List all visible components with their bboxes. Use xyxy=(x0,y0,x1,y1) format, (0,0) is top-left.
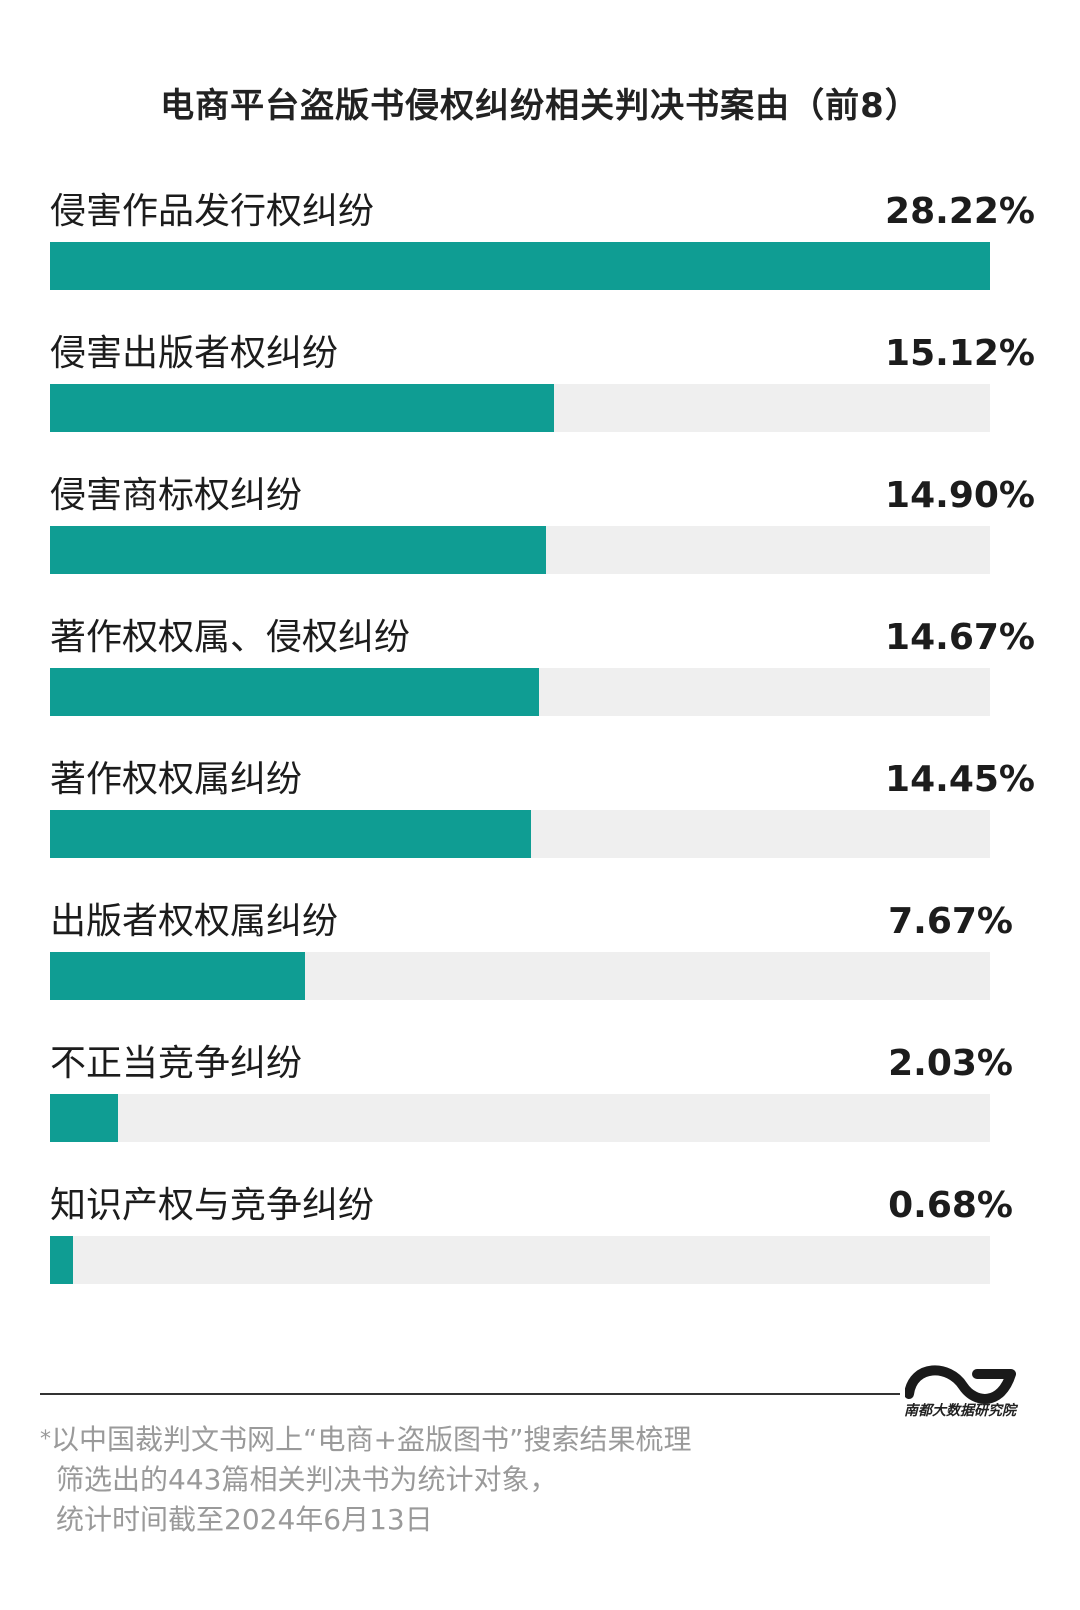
bar-track xyxy=(50,668,990,716)
bar-value-label: 28.22% xyxy=(885,191,1035,232)
bar-value-label: 2.03% xyxy=(888,1043,1013,1084)
bar-row: 不正当竞争纠纷 2.03% xyxy=(50,1042,1035,1152)
bar-row: 侵害出版者权纠纷 15.12% xyxy=(50,332,1035,442)
footnote-line-3: 统计时间截至2024年6月13日 xyxy=(56,1503,433,1536)
bar-label: 侵害出版者权纠纷 xyxy=(50,333,339,374)
bar-value-label: 14.90% xyxy=(885,475,1035,516)
bar-row: 著作权权属、侵权纠纷 14.67% xyxy=(50,616,1035,726)
bar-row: 出版者权权属纠纷 7.67% xyxy=(50,900,1035,1010)
bar-fill xyxy=(50,384,554,432)
bar-row: 侵害商标权纠纷 14.90% xyxy=(50,474,1035,584)
bar-value-label: 7.67% xyxy=(888,901,1013,942)
bar-label: 知识产权与竞争纠纷 xyxy=(50,1185,375,1226)
footnote-text-1: 以中国裁判文书网上“电商+盗版图书”搜索结果梳理 xyxy=(51,1423,692,1456)
bar-label: 著作权权属、侵权纠纷 xyxy=(50,617,411,658)
bar-value-label: 14.45% xyxy=(885,759,1035,800)
bar-track xyxy=(50,952,990,1000)
chart-title: 电商平台盗版书侵权纠纷相关判决书案由（前8） xyxy=(160,86,920,126)
bar-row: 侵害作品发行权纠纷 28.22% xyxy=(50,190,1035,300)
bar-label: 侵害商标权纠纷 xyxy=(50,475,303,516)
bar-fill xyxy=(50,952,306,1000)
bar-fill xyxy=(50,1094,118,1142)
bar-track xyxy=(50,384,990,432)
footer-divider xyxy=(40,1393,900,1395)
footnote-line-2: 筛选出的443篇相关判决书为统计对象， xyxy=(56,1463,558,1496)
bar-value-label: 14.67% xyxy=(885,617,1035,658)
ndd-wave-logo-icon xyxy=(905,1365,1016,1404)
bar-track xyxy=(50,1094,990,1142)
bar-row: 知识产权与竞争纠纷 0.68% xyxy=(50,1184,1035,1294)
bar-label: 不正当竞争纠纷 xyxy=(50,1043,303,1084)
bar-track xyxy=(50,526,990,574)
bar-label: 出版者权权属纠纷 xyxy=(50,901,339,942)
bar-fill xyxy=(50,810,532,858)
bar-label: 侵害作品发行权纠纷 xyxy=(50,191,375,232)
bar-track xyxy=(50,1236,990,1284)
bar-label: 著作权权属纠纷 xyxy=(50,759,303,800)
bar-value-label: 0.68% xyxy=(888,1185,1013,1226)
bar-fill xyxy=(50,242,990,290)
footnote-star: * xyxy=(40,1427,51,1452)
bar-fill xyxy=(50,526,547,574)
bar-fill xyxy=(50,668,539,716)
logo-text: 南都大数据研究院 xyxy=(904,1403,1016,1419)
footnote: *以中国裁判文书网上“电商+盗版图书”搜索结果梳理 筛选出的443篇相关判决书为… xyxy=(40,1420,940,1540)
bar-fill xyxy=(50,1236,73,1284)
bar-track xyxy=(50,810,990,858)
bar-row: 著作权权属纠纷 14.45% xyxy=(50,758,1035,868)
footnote-line-1: *以中国裁判文书网上“电商+盗版图书”搜索结果梳理 xyxy=(40,1420,940,1460)
bar-value-label: 15.12% xyxy=(885,333,1035,374)
bar-track xyxy=(50,242,990,290)
